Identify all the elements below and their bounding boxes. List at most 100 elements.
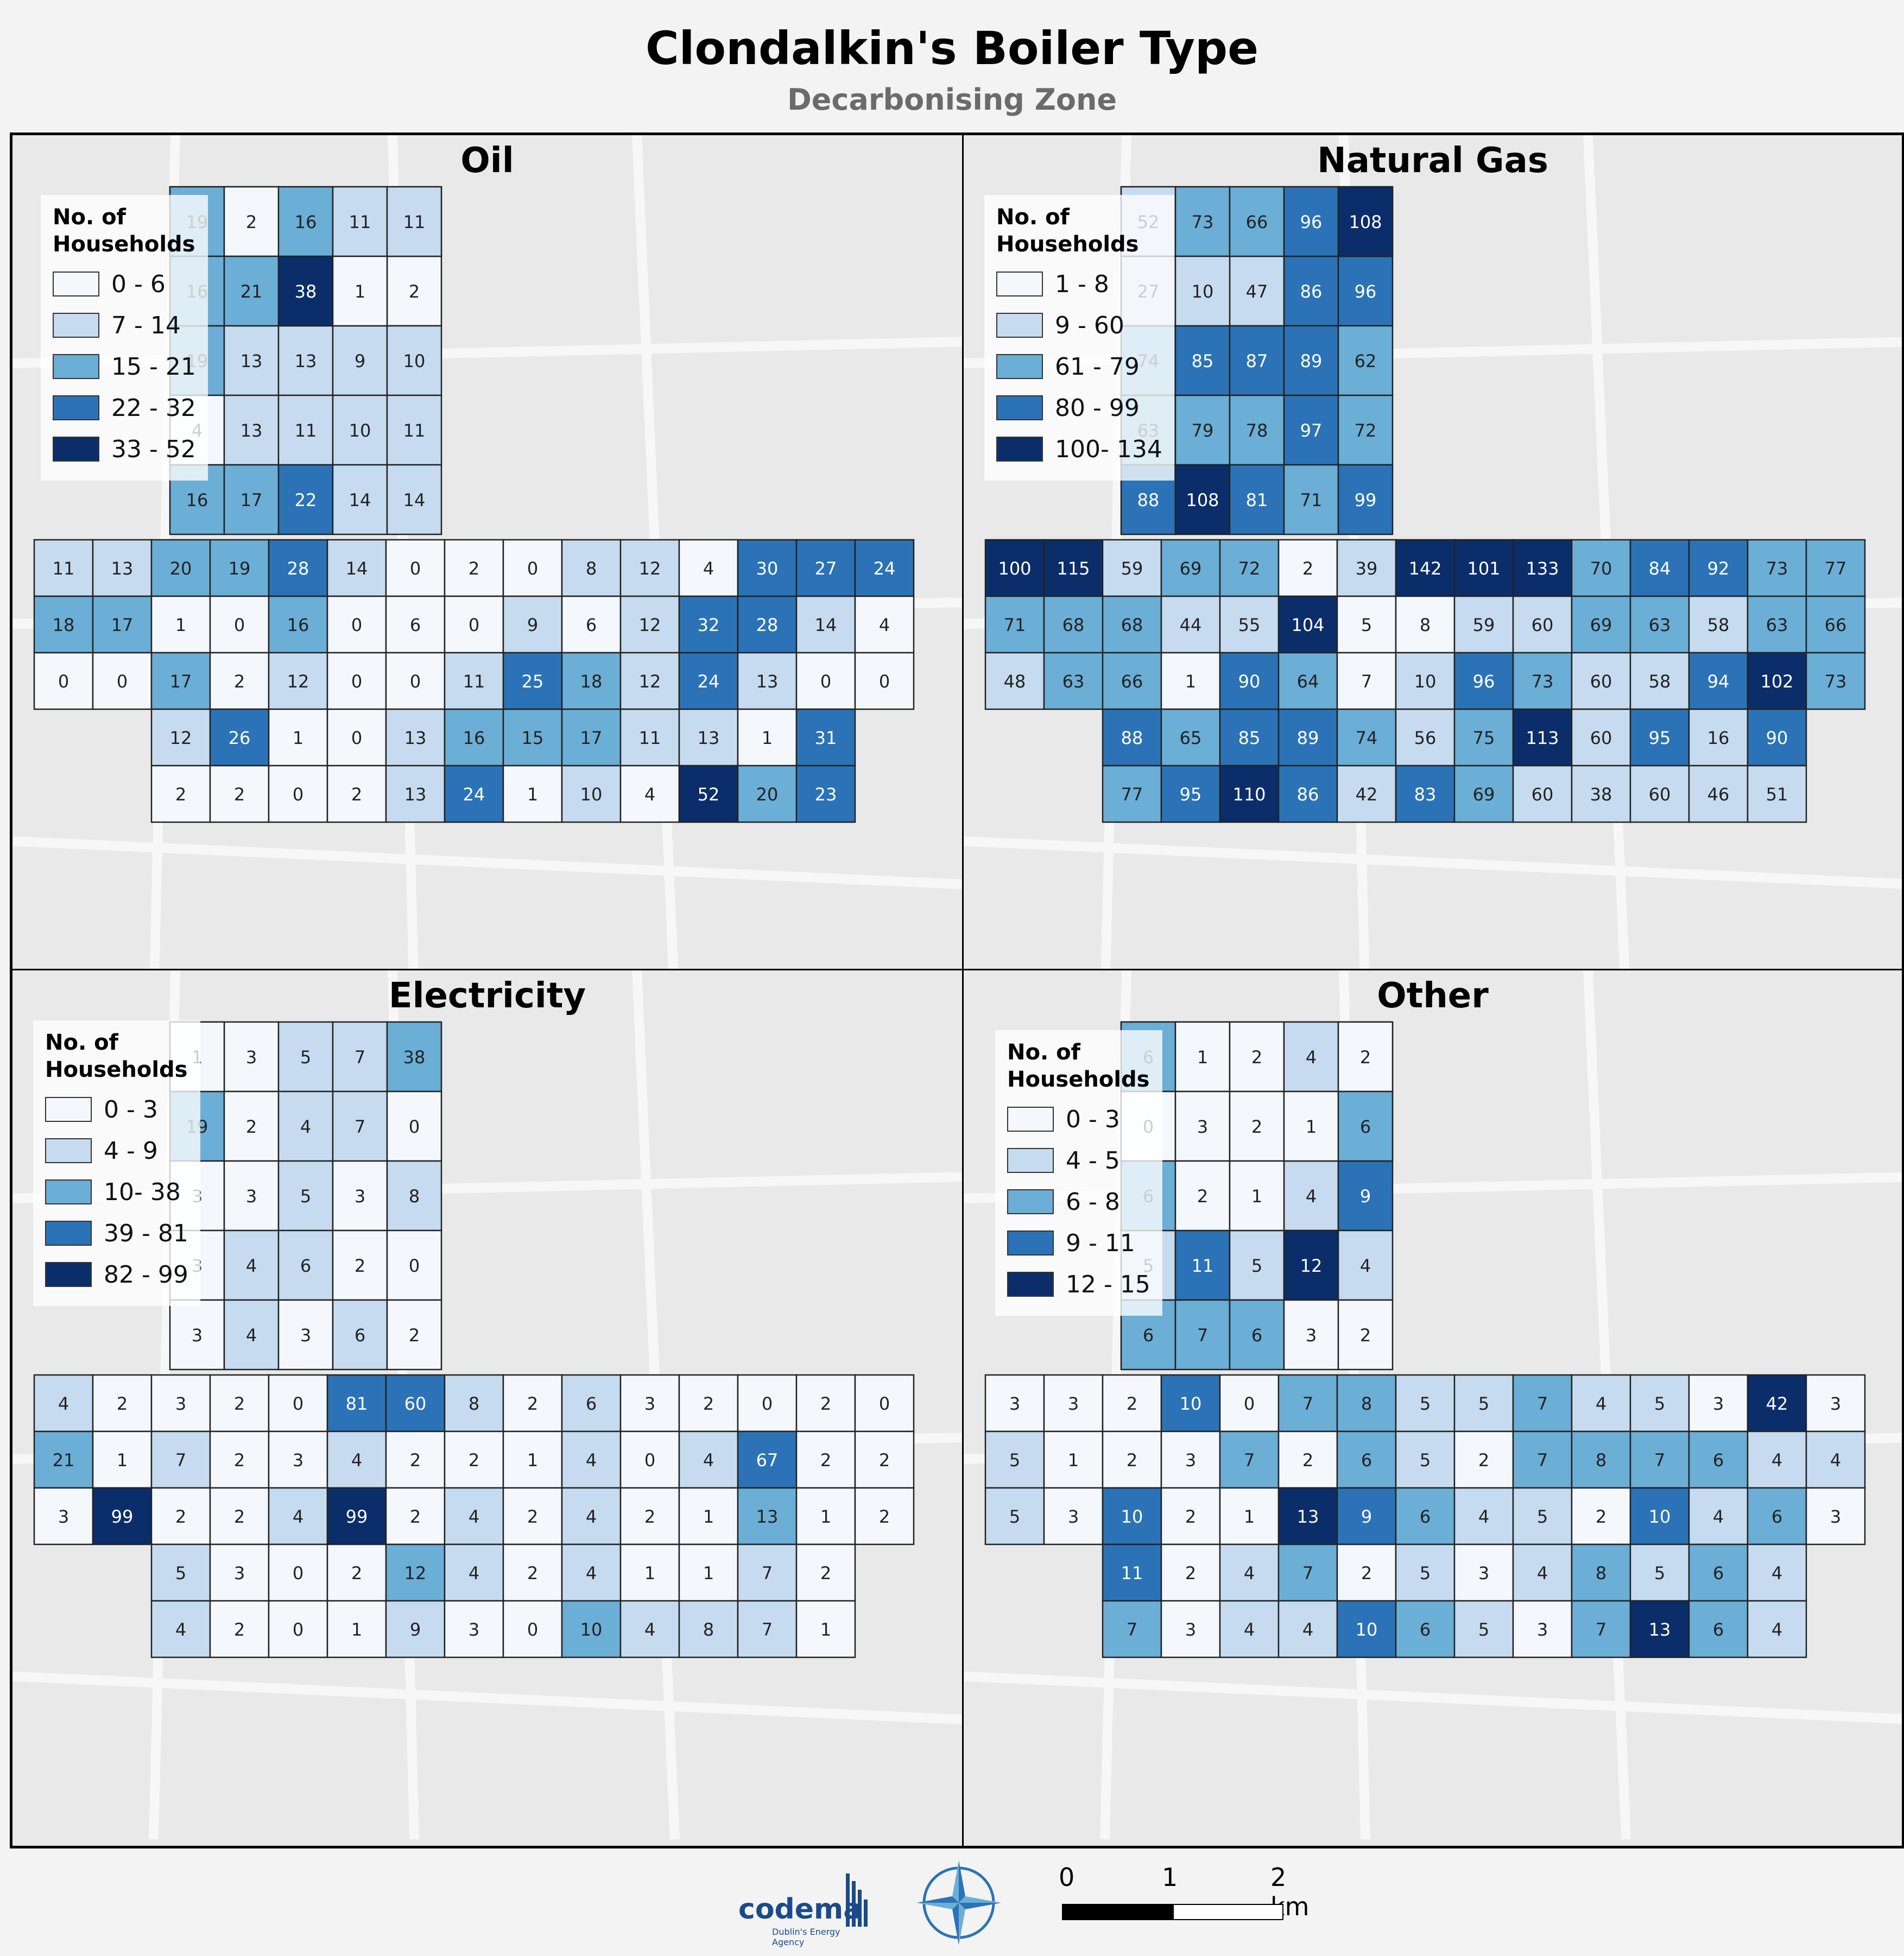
district-polygon[interactable] xyxy=(444,1430,504,1489)
district-polygon[interactable] xyxy=(385,1430,446,1489)
district-polygon[interactable] xyxy=(1160,595,1221,654)
district-polygon[interactable] xyxy=(1160,652,1221,710)
district-polygon[interactable] xyxy=(1571,1487,1631,1545)
district-polygon[interactable] xyxy=(385,539,446,597)
district-polygon[interactable] xyxy=(1043,539,1104,597)
district-polygon[interactable] xyxy=(1805,595,1866,654)
district-polygon[interactable] xyxy=(1395,1430,1456,1489)
district-polygon[interactable] xyxy=(1395,1600,1456,1658)
district-polygon[interactable] xyxy=(1043,1374,1104,1433)
district-polygon[interactable] xyxy=(332,186,388,257)
district-polygon[interactable] xyxy=(277,1021,334,1093)
district-polygon[interactable] xyxy=(150,1487,211,1545)
district-polygon[interactable] xyxy=(444,652,504,710)
district-polygon[interactable] xyxy=(1277,1543,1338,1602)
district-polygon[interactable] xyxy=(268,1487,328,1545)
district-polygon[interactable] xyxy=(1747,1487,1807,1545)
district-polygon[interactable] xyxy=(1283,1229,1339,1301)
district-polygon[interactable] xyxy=(795,1600,856,1658)
district-polygon[interactable] xyxy=(385,652,446,710)
district-polygon[interactable] xyxy=(737,1374,798,1433)
district-polygon[interactable] xyxy=(1336,652,1397,710)
district-polygon[interactable] xyxy=(1747,1430,1807,1489)
district-polygon[interactable] xyxy=(854,1374,915,1433)
district-polygon[interactable] xyxy=(619,1430,680,1489)
district-polygon[interactable] xyxy=(1219,708,1280,767)
district-polygon[interactable] xyxy=(1277,765,1338,823)
district-polygon[interactable] xyxy=(1160,539,1221,597)
district-polygon[interactable] xyxy=(1805,1374,1866,1433)
district-polygon[interactable] xyxy=(268,539,328,597)
district-polygon[interactable] xyxy=(561,1374,622,1433)
district-polygon[interactable] xyxy=(33,1374,94,1433)
district-polygon[interactable] xyxy=(223,325,280,396)
district-polygon[interactable] xyxy=(1688,1600,1749,1658)
district-polygon[interactable] xyxy=(150,1600,211,1658)
district-polygon[interactable] xyxy=(1277,539,1338,597)
district-polygon[interactable] xyxy=(386,1090,442,1162)
district-polygon[interactable] xyxy=(1395,1543,1456,1602)
district-polygon[interactable] xyxy=(209,1543,270,1602)
district-polygon[interactable] xyxy=(1688,539,1749,597)
district-polygon[interactable] xyxy=(1336,539,1397,597)
district-polygon[interactable] xyxy=(561,1487,622,1545)
district-polygon[interactable] xyxy=(33,595,94,654)
district-polygon[interactable] xyxy=(33,652,94,710)
district-polygon[interactable] xyxy=(209,1600,270,1658)
district-polygon[interactable] xyxy=(1571,595,1631,654)
district-polygon[interactable] xyxy=(1043,1487,1104,1545)
district-polygon[interactable] xyxy=(1629,708,1690,767)
district-polygon[interactable] xyxy=(1688,1374,1749,1433)
district-polygon[interactable] xyxy=(619,595,680,654)
district-polygon[interactable] xyxy=(326,539,387,597)
district-polygon[interactable] xyxy=(1337,1090,1394,1162)
district-polygon[interactable] xyxy=(795,595,856,654)
district-polygon[interactable] xyxy=(1571,1600,1631,1658)
district-polygon[interactable] xyxy=(1160,765,1221,823)
district-polygon[interactable] xyxy=(386,1299,442,1371)
district-polygon[interactable] xyxy=(1277,1600,1338,1658)
district-polygon[interactable] xyxy=(277,255,334,327)
district-polygon[interactable] xyxy=(1453,1430,1514,1489)
district-polygon[interactable] xyxy=(1043,595,1104,654)
district-polygon[interactable] xyxy=(1453,1600,1514,1658)
district-polygon[interactable] xyxy=(678,595,739,654)
district-polygon[interactable] xyxy=(1805,1487,1866,1545)
district-polygon[interactable] xyxy=(332,255,388,327)
district-polygon[interactable] xyxy=(854,652,915,710)
district-polygon[interactable] xyxy=(386,186,442,257)
district-polygon[interactable] xyxy=(223,1090,280,1162)
district-polygon[interactable] xyxy=(332,325,388,396)
district-polygon[interactable] xyxy=(1174,1229,1231,1301)
district-polygon[interactable] xyxy=(268,1543,328,1602)
district-polygon[interactable] xyxy=(1160,708,1221,767)
district-polygon[interactable] xyxy=(1805,539,1866,597)
district-polygon[interactable] xyxy=(209,708,270,767)
district-polygon[interactable] xyxy=(795,1543,856,1602)
district-polygon[interactable] xyxy=(1629,539,1690,597)
district-polygon[interactable] xyxy=(737,539,798,597)
district-polygon[interactable] xyxy=(502,1487,563,1545)
district-polygon[interactable] xyxy=(385,1374,446,1433)
district-polygon[interactable] xyxy=(92,595,153,654)
district-polygon[interactable] xyxy=(795,1430,856,1489)
oil-map[interactable]: 6147631710205219131391041311101116172214… xyxy=(12,135,964,970)
district-polygon[interactable] xyxy=(1174,255,1231,327)
district-polygon[interactable] xyxy=(678,1600,739,1658)
district-polygon[interactable] xyxy=(619,1487,680,1545)
district-polygon[interactable] xyxy=(386,255,442,327)
district-polygon[interactable] xyxy=(223,394,280,466)
district-polygon[interactable] xyxy=(277,325,334,396)
district-polygon[interactable] xyxy=(1283,1090,1339,1162)
district-polygon[interactable] xyxy=(1512,1487,1573,1545)
district-polygon[interactable] xyxy=(150,652,211,710)
district-polygon[interactable] xyxy=(332,1299,388,1371)
district-polygon[interactable] xyxy=(1160,1487,1221,1545)
district-polygon[interactable] xyxy=(1688,765,1749,823)
district-polygon[interactable] xyxy=(1277,708,1338,767)
district-polygon[interactable] xyxy=(1229,394,1285,466)
district-polygon[interactable] xyxy=(1571,1374,1631,1433)
district-polygon[interactable] xyxy=(1174,1160,1231,1232)
district-polygon[interactable] xyxy=(1336,1487,1397,1545)
district-polygon[interactable] xyxy=(1512,1600,1573,1658)
